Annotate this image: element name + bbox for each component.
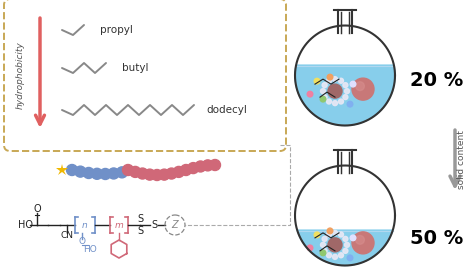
Circle shape: [202, 160, 213, 171]
Circle shape: [338, 232, 344, 237]
Circle shape: [338, 99, 344, 104]
Circle shape: [327, 74, 333, 80]
Text: 50 %: 50 %: [410, 229, 463, 247]
Text: hydrophobicity: hydrophobicity: [16, 41, 25, 109]
Circle shape: [122, 165, 134, 175]
Circle shape: [343, 83, 348, 88]
Circle shape: [320, 96, 326, 102]
FancyBboxPatch shape: [4, 0, 286, 151]
Text: S: S: [151, 220, 157, 230]
Circle shape: [322, 83, 327, 88]
Circle shape: [352, 232, 374, 254]
Circle shape: [100, 169, 111, 179]
Circle shape: [108, 168, 119, 179]
Circle shape: [320, 250, 326, 256]
Text: Z: Z: [172, 220, 178, 230]
Circle shape: [117, 167, 128, 178]
Circle shape: [347, 255, 353, 261]
Circle shape: [332, 101, 337, 106]
Circle shape: [338, 78, 344, 83]
Circle shape: [195, 161, 206, 172]
Text: m: m: [115, 220, 123, 230]
Circle shape: [356, 235, 365, 244]
Text: O: O: [79, 237, 85, 247]
Circle shape: [210, 160, 220, 170]
Text: 20 %: 20 %: [410, 71, 463, 90]
Circle shape: [307, 91, 313, 97]
Circle shape: [307, 245, 313, 251]
Circle shape: [75, 166, 86, 177]
Text: n: n: [82, 220, 88, 230]
Circle shape: [327, 78, 331, 83]
Circle shape: [322, 236, 327, 241]
Circle shape: [320, 242, 326, 247]
Circle shape: [152, 170, 163, 181]
Circle shape: [181, 165, 191, 175]
Circle shape: [91, 168, 102, 179]
Circle shape: [328, 238, 342, 252]
Circle shape: [343, 95, 348, 100]
Text: butyl: butyl: [122, 63, 148, 73]
Polygon shape: [297, 230, 392, 266]
Circle shape: [130, 166, 141, 177]
Text: S: S: [137, 226, 143, 236]
Circle shape: [166, 168, 177, 179]
Text: CN: CN: [61, 232, 73, 240]
Circle shape: [345, 89, 349, 94]
Text: propyl: propyl: [100, 25, 133, 35]
Circle shape: [144, 169, 155, 180]
Circle shape: [322, 248, 327, 253]
Circle shape: [327, 228, 333, 234]
Circle shape: [327, 232, 331, 237]
Circle shape: [137, 168, 148, 179]
Circle shape: [159, 169, 170, 180]
Text: O: O: [33, 204, 41, 214]
Circle shape: [314, 232, 320, 238]
Circle shape: [347, 101, 353, 107]
Circle shape: [332, 77, 337, 82]
Circle shape: [173, 166, 184, 177]
Circle shape: [83, 167, 94, 179]
Circle shape: [343, 248, 348, 253]
Circle shape: [350, 235, 356, 241]
Circle shape: [328, 84, 342, 98]
Circle shape: [350, 81, 356, 87]
Text: S: S: [137, 214, 143, 224]
Text: solid content: solid content: [457, 131, 466, 189]
Circle shape: [188, 163, 199, 174]
Circle shape: [332, 230, 337, 235]
Circle shape: [314, 78, 320, 84]
Circle shape: [338, 253, 344, 258]
Circle shape: [356, 82, 365, 90]
Circle shape: [320, 89, 326, 94]
Circle shape: [345, 242, 349, 247]
Circle shape: [332, 254, 337, 259]
Circle shape: [352, 78, 374, 100]
Text: HO: HO: [18, 220, 33, 230]
Circle shape: [66, 165, 78, 175]
Circle shape: [327, 253, 331, 258]
Circle shape: [327, 99, 331, 104]
Circle shape: [322, 95, 327, 100]
Circle shape: [343, 236, 348, 241]
Text: dodecyl: dodecyl: [206, 105, 247, 115]
Text: HO: HO: [83, 246, 97, 254]
Polygon shape: [295, 66, 395, 126]
